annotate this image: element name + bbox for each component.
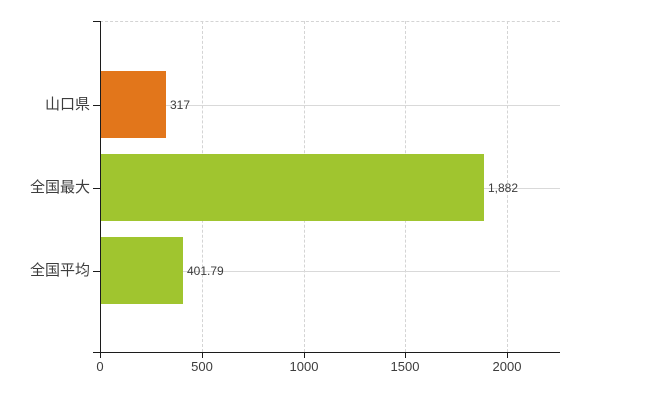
bar-value-label: 401.79 xyxy=(187,264,224,278)
x-tick-label: 1500 xyxy=(390,359,420,374)
bar-value-label: 1,882 xyxy=(488,181,519,195)
gridline-horizontal xyxy=(100,105,560,106)
bar xyxy=(101,237,183,304)
y-axis xyxy=(100,21,101,352)
x-tick xyxy=(405,353,406,358)
category-label: 全国平均 xyxy=(29,262,90,279)
bar-value-label: 317 xyxy=(170,98,191,112)
y-tick xyxy=(93,21,100,22)
x-tick-label: 2000 xyxy=(492,359,522,374)
y-tick xyxy=(93,188,100,189)
plot-top-border xyxy=(100,21,560,22)
x-tick xyxy=(304,353,305,358)
bar xyxy=(101,71,166,138)
x-tick xyxy=(202,353,203,358)
x-tick-label: 1000 xyxy=(289,359,319,374)
category-label: 全国最大 xyxy=(29,179,90,196)
x-tick-label: 0 xyxy=(96,359,104,374)
x-tick xyxy=(100,353,101,358)
x-axis xyxy=(93,352,560,353)
y-tick xyxy=(93,271,100,272)
x-tick-label: 500 xyxy=(191,359,213,374)
gridline-vertical xyxy=(507,21,508,352)
category-label: 山口県 xyxy=(44,96,90,113)
x-tick xyxy=(507,353,508,358)
y-tick xyxy=(93,105,100,106)
bar xyxy=(101,154,484,221)
gridline-horizontal xyxy=(100,271,560,272)
